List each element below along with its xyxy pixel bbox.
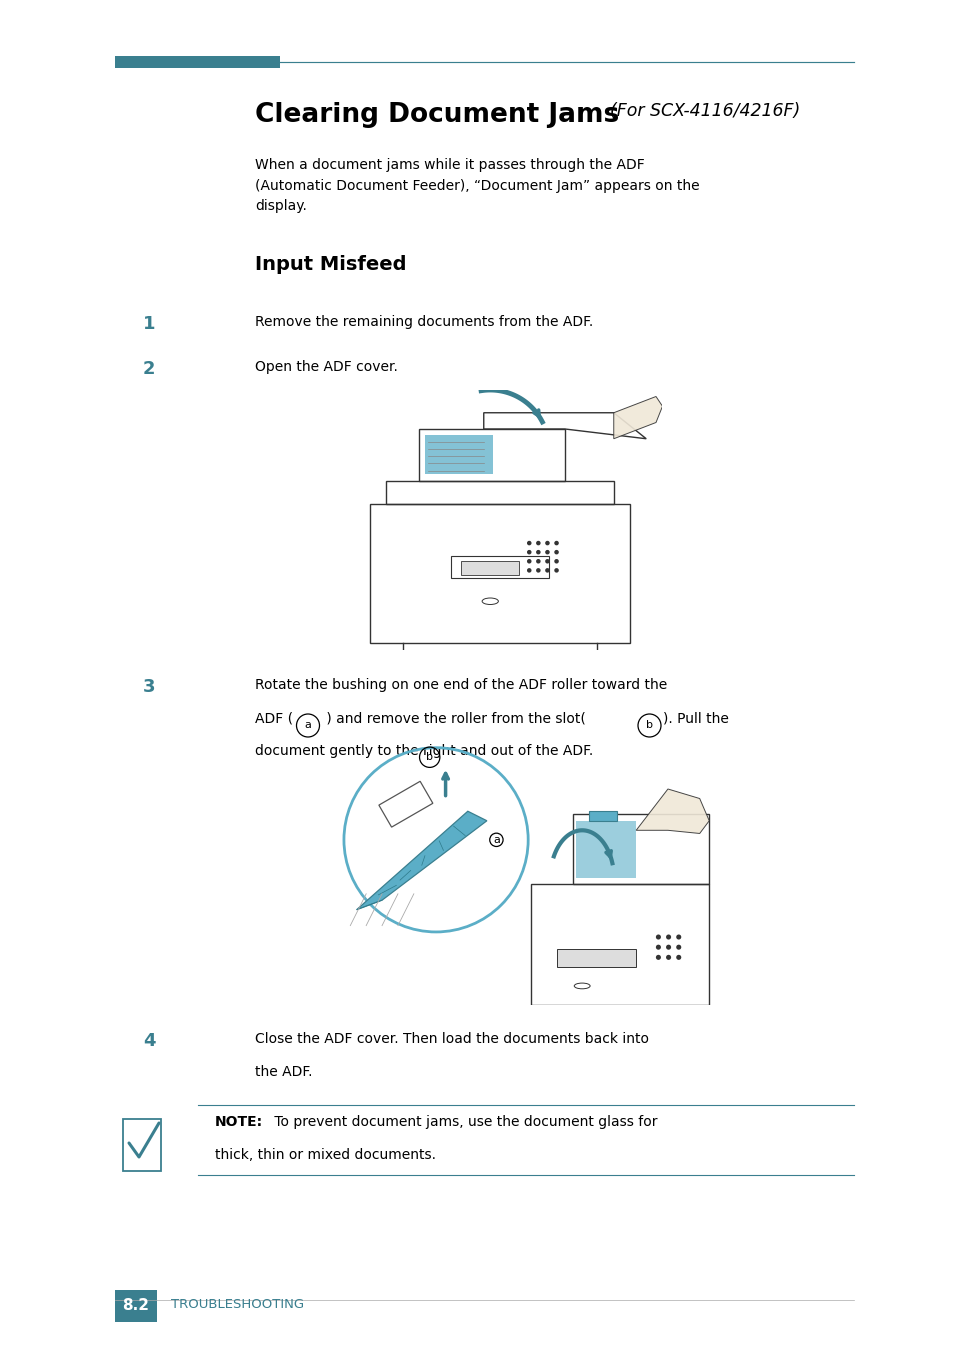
Text: b: b	[426, 752, 433, 762]
Text: ) and remove the roller from the slot(: ) and remove the roller from the slot(	[321, 710, 585, 725]
Bar	[115, 57, 280, 67]
Text: 1: 1	[143, 315, 155, 333]
Circle shape	[554, 550, 558, 554]
Circle shape	[544, 559, 549, 563]
Text: the ADF.: the ADF.	[254, 1065, 313, 1078]
Circle shape	[676, 954, 680, 960]
Polygon shape	[613, 396, 661, 438]
Circle shape	[676, 934, 680, 940]
Text: a: a	[304, 720, 311, 731]
Circle shape	[526, 568, 531, 573]
Text: Open the ADF cover.: Open the ADF cover.	[254, 360, 397, 373]
Text: document gently to the right and out of the ADF.: document gently to the right and out of …	[254, 744, 593, 758]
Text: Remove the remaining documents from the ADF.: Remove the remaining documents from the …	[254, 315, 593, 329]
Text: When a document jams while it passes through the ADF
(Automatic Document Feeder): When a document jams while it passes thr…	[254, 158, 699, 213]
Text: thick, thin or mixed documents.: thick, thin or mixed documents.	[214, 1148, 436, 1162]
Circle shape	[655, 934, 660, 940]
Polygon shape	[576, 821, 636, 878]
Text: NOTE:: NOTE:	[214, 1115, 263, 1130]
Circle shape	[544, 550, 549, 554]
Text: ADF (: ADF (	[254, 710, 297, 725]
Text: Rotate the bushing on one end of the ADF roller toward the: Rotate the bushing on one end of the ADF…	[254, 678, 666, 692]
Circle shape	[536, 541, 540, 546]
Text: (For SCX-4116/4216F): (For SCX-4116/4216F)	[609, 102, 800, 120]
Bar	[557, 949, 636, 967]
Text: 2: 2	[143, 360, 155, 377]
Polygon shape	[636, 789, 708, 833]
Circle shape	[665, 945, 670, 950]
Circle shape	[544, 541, 549, 546]
Circle shape	[536, 559, 540, 563]
Circle shape	[544, 568, 549, 573]
Circle shape	[665, 954, 670, 960]
Bar	[460, 561, 519, 576]
Bar	[378, 782, 433, 828]
Text: Close the ADF cover. Then load the documents back into: Close the ADF cover. Then load the docum…	[254, 1033, 648, 1046]
Circle shape	[526, 541, 531, 546]
Circle shape	[536, 550, 540, 554]
Bar	[588, 811, 617, 821]
Text: 4: 4	[143, 1033, 155, 1050]
Text: To prevent document jams, use the document glass for: To prevent document jams, use the docume…	[271, 1115, 658, 1130]
Circle shape	[526, 550, 531, 554]
Polygon shape	[425, 435, 493, 474]
Text: a: a	[493, 834, 499, 845]
Bar	[123, 1119, 161, 1171]
Circle shape	[554, 541, 558, 546]
Text: Clearing Document Jams: Clearing Document Jams	[254, 102, 618, 128]
Circle shape	[676, 945, 680, 950]
Circle shape	[554, 568, 558, 573]
Circle shape	[536, 568, 540, 573]
Circle shape	[665, 934, 670, 940]
Text: TROUBLESHOOTING: TROUBLESHOOTING	[171, 1298, 304, 1312]
Text: Input Misfeed: Input Misfeed	[254, 255, 406, 274]
Text: 3: 3	[143, 678, 155, 696]
Text: ). Pull the: ). Pull the	[662, 710, 728, 725]
Circle shape	[526, 559, 531, 563]
Bar	[115, 1290, 157, 1322]
Bar	[451, 555, 548, 578]
Circle shape	[554, 559, 558, 563]
Text: b: b	[645, 720, 652, 731]
Circle shape	[655, 954, 660, 960]
Polygon shape	[356, 811, 486, 910]
Text: 8.2: 8.2	[122, 1298, 150, 1313]
Circle shape	[655, 945, 660, 950]
